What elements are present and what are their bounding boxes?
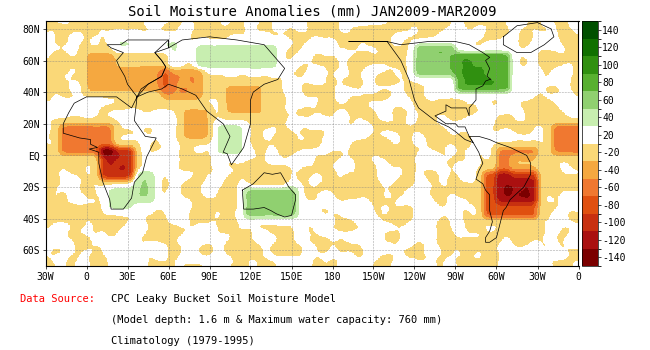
Text: CPC Leaky Bucket Soil Moisture Model: CPC Leaky Bucket Soil Moisture Model xyxy=(111,294,335,304)
Text: Climatology (1979-1995): Climatology (1979-1995) xyxy=(111,336,254,346)
Title: Soil Moisture Anomalies (mm) JAN2009-MAR2009: Soil Moisture Anomalies (mm) JAN2009-MAR… xyxy=(128,5,496,19)
Text: (Model depth: 1.6 m & Maximum water capacity: 760 mm): (Model depth: 1.6 m & Maximum water capa… xyxy=(111,315,442,325)
Text: Data Source:: Data Source: xyxy=(20,294,94,304)
